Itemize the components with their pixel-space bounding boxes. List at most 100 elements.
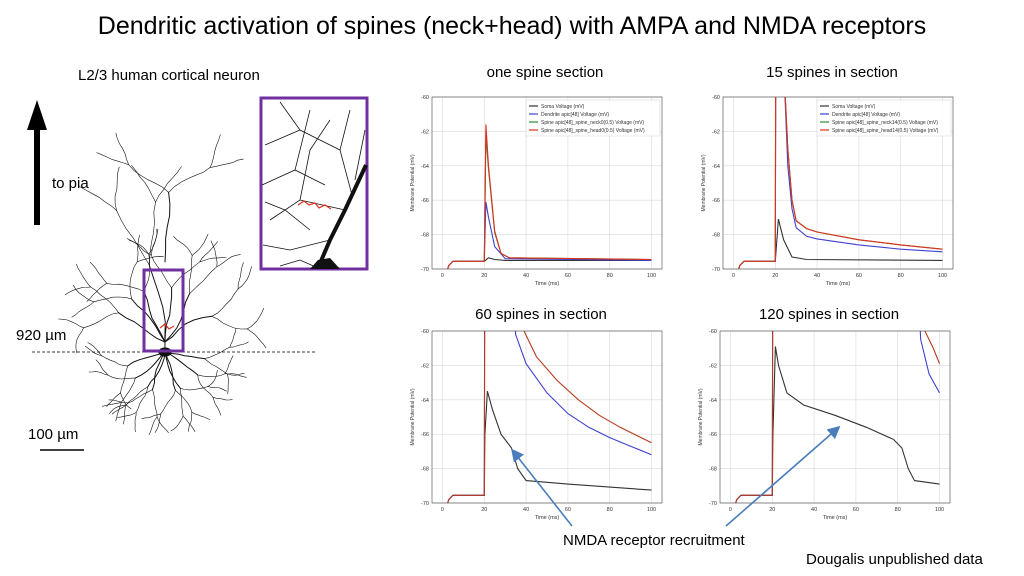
legend-entry: Spine apic[48]_spine_head14(0.5) Voltage… [832, 128, 939, 134]
dendrite-branch [152, 351, 166, 390]
chart-one-spine: 0 20 40 60 80 100 -70 -68 -66 -64 -62 -60 Time (ms) M… [410, 95, 663, 287]
legend-entry: Spine apic[48]_spine_neck14(0.5) Voltage… [832, 120, 938, 126]
dendrite-branch [102, 401, 122, 407]
dendrite-branch [224, 372, 245, 376]
dendrite-branch [189, 255, 193, 295]
x-tick-label: 60 [565, 273, 571, 279]
dendrite-branch [120, 392, 132, 410]
dendrite-branch [93, 296, 132, 303]
dendrite-branch [207, 386, 227, 392]
dendrite-branch [135, 386, 148, 413]
dendrite-branch [87, 342, 103, 357]
dendrite-branch [90, 286, 119, 314]
dendrite-branch [237, 266, 252, 290]
dendrite-branch [134, 412, 137, 433]
y-tick-label: -66 [421, 198, 429, 204]
x-tick-label: 0 [441, 507, 444, 513]
dendrite-branch [160, 390, 176, 415]
dendrite-branch [227, 374, 229, 395]
chart-120-spines: 0 20 40 60 80 100 -70 -68 -66 -64 -62 -60 Time (ms) M… [698, 329, 951, 521]
dendrite-branch [95, 359, 109, 376]
dendrite-branch [152, 389, 158, 418]
dendrite-branch [147, 351, 166, 388]
dendrite-branch [246, 328, 267, 349]
series-line [735, 331, 940, 503]
dendrite-branch [128, 164, 169, 193]
y-axis-label: Membrane Potential (mV) [410, 388, 416, 445]
series-line [735, 331, 941, 503]
dendrite-branch [121, 377, 136, 403]
pia-label: to pia [52, 175, 89, 192]
up-arrow-icon [27, 100, 47, 225]
dendrite-branch [246, 308, 264, 330]
plot-frame [722, 96, 954, 270]
dendrite-branch [129, 261, 138, 300]
dendrite-branch [197, 373, 226, 377]
y-tick-label: -62 [709, 363, 717, 369]
dendrite-branch [209, 134, 221, 168]
dendrite-branch [207, 370, 218, 387]
dendrite-branch [212, 397, 233, 401]
dendrite-branch [148, 416, 158, 435]
dendrite-branch [209, 158, 244, 168]
dendrite-branch [182, 415, 196, 432]
dendrite-branch [164, 351, 199, 376]
dendrite-branch [154, 413, 161, 433]
x-axis-label: Time (ms) [535, 281, 560, 287]
dendrite-branch [197, 374, 214, 398]
dendrite-branch [129, 239, 152, 256]
dendrite-branch [237, 262, 244, 290]
dendrite-branch [164, 293, 190, 343]
legend-entry: Soma Voltage (mV) [541, 104, 585, 110]
legend-entry: Spine apic[48]_spine_neck0(0.5) Voltage … [541, 120, 644, 126]
x-tick-label: 0 [441, 273, 444, 279]
dendrite-branch [111, 402, 129, 415]
x-tick-label: 40 [811, 507, 817, 513]
dendrite-branch [76, 263, 91, 288]
series-line [735, 346, 940, 503]
series-line [447, 331, 652, 503]
dendrite-branch [168, 167, 211, 193]
inset-zoom [259, 96, 369, 271]
dendrite-branch [216, 254, 241, 267]
dendrite-branch [229, 328, 237, 348]
dendrite-branch [117, 412, 137, 418]
y-tick-label: -60 [709, 329, 717, 335]
dendrite-branch [58, 318, 84, 329]
dendrite-branch [229, 341, 249, 348]
zoom-region-box [142, 268, 185, 353]
dendrite-branch [131, 165, 156, 203]
dendrite-branch [188, 412, 193, 432]
chart-60-spines: 0 20 40 60 80 100 -70 -68 -66 -64 -62 -60 Time (ms) M… [410, 329, 663, 521]
y-tick-label: -60 [712, 95, 720, 101]
x-axis-label: Time (ms) [823, 515, 848, 521]
dendrite-branch [64, 286, 91, 295]
x-axis-label: Time (ms) [535, 515, 560, 521]
y-tick-label: -68 [421, 233, 429, 239]
x-tick-label: 80 [898, 273, 904, 279]
dendrite-branch [106, 392, 121, 407]
dendrite-branch [75, 327, 84, 354]
plot-frame [431, 330, 663, 504]
legend-entry: Dendrite apic[48] Voltage (mV) [832, 112, 900, 118]
dendrite-branch [141, 413, 161, 419]
x-tick-label: 100 [647, 507, 656, 513]
dendrite-branch [164, 351, 205, 360]
dendrite-branch [211, 288, 239, 317]
y-tick-label: -68 [421, 467, 429, 473]
chart-title-1: one spine section [486, 64, 604, 81]
slide-title: Dendritic activation of spines (neck+hea… [97, 12, 927, 40]
legend-box [816, 99, 952, 137]
legend-entry: Soma Voltage (mV) [832, 104, 876, 110]
dendrite-branch [173, 236, 193, 256]
x-tick-label: 40 [523, 273, 529, 279]
depth-label: 920 µm [16, 327, 67, 344]
dendrite-branch [83, 312, 119, 329]
y-axis-label: Membrane Potential (mV) [410, 154, 416, 211]
dendrite-branch [151, 228, 159, 256]
x-tick-label: 100 [935, 507, 944, 513]
y-tick-label: -64 [709, 398, 717, 404]
dendrite-branch [88, 371, 109, 376]
dendrite-branch [116, 210, 150, 265]
dendrite-branch [115, 401, 122, 422]
